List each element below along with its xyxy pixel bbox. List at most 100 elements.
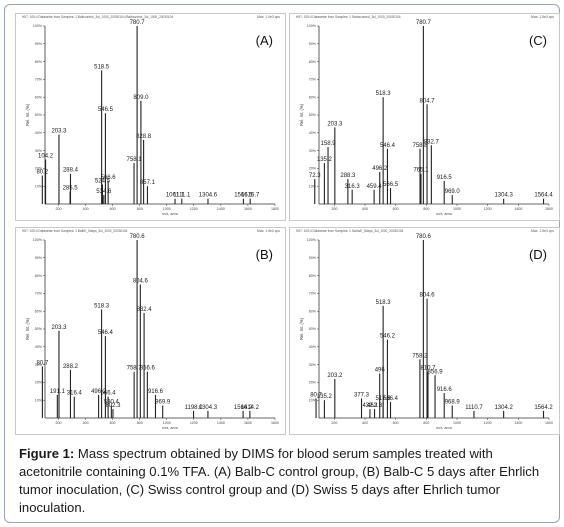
spectrum-plot: 10% 20% 30% 40% 50% 60% 70% 80% 90% 100% 200 400 600… — [299, 20, 553, 216]
panel-scale-label: Max: 1.5e3 cps — [531, 229, 554, 233]
peak-label: 316.3 — [345, 184, 361, 190]
peak-label: 566.4 — [383, 396, 399, 402]
spectrum-plot: 10% 20% 30% 40% 50% 60% 70% 80% 90% 100% 200 400 600… — [299, 234, 553, 430]
y-tick-label: 60% — [35, 95, 43, 99]
peak-label: 546.2 — [380, 334, 396, 340]
panel-header-label: H57: 105:4 Datasetse from Samples: 1 Bal… — [22, 229, 128, 233]
peak-label: 80.7 — [310, 392, 322, 398]
y-axis-label: Rel. Int. (%) — [299, 317, 304, 340]
peak-label: 566.6 — [101, 175, 117, 181]
peak-label: 758.1 — [127, 157, 143, 163]
peak-label: 804.7 — [420, 98, 436, 104]
peak-label: 1616.7 — [241, 193, 260, 199]
x-tick-label: 400 — [362, 421, 368, 425]
peak-label: 288.3 — [340, 173, 356, 179]
peak-label: 285.5 — [63, 186, 79, 192]
peak-label: 765.1 — [413, 168, 429, 174]
panel-a: 10% 20% 30% 40% 50% 60% 70% 80% 90% 100% 200 400 600… — [15, 13, 286, 221]
panel-letter: (C) — [528, 33, 547, 48]
peak-label: 832.7 — [424, 139, 440, 145]
peak-label: 1304.6 — [199, 193, 218, 199]
peak-label: 1304.3 — [199, 405, 218, 411]
y-tick-label: 90% — [309, 256, 317, 260]
peak-label: 1304.2 — [494, 405, 513, 411]
peak-label: 916.5 — [437, 175, 453, 181]
peak-label: 432.3 — [362, 403, 378, 409]
x-tick-label: 1600 — [244, 207, 252, 211]
x-tick-label: 1200 — [190, 421, 198, 425]
y-tick-label: 40% — [35, 131, 43, 135]
x-tick-label: 800 — [137, 421, 143, 425]
peak-label: 1564.2 — [234, 405, 253, 411]
peak-label: 462.3 — [367, 403, 383, 409]
peak-label: 1061.1 — [166, 193, 185, 199]
peak-label: 566.4 — [101, 391, 117, 397]
x-tick-label: 1400 — [217, 207, 225, 211]
peak-label: 496 — [375, 368, 386, 374]
peak-label: 916.6 — [437, 387, 453, 393]
peak-label: 546.4 — [380, 143, 396, 149]
y-tick-label: 100% — [307, 238, 317, 242]
y-tick-label: 80% — [309, 60, 317, 64]
y-tick-label: 50% — [35, 113, 43, 117]
peak-label: 203.3 — [51, 129, 67, 135]
y-axis-label: Rel. Int. (%) — [25, 103, 30, 126]
y-tick-label: 30% — [309, 149, 317, 153]
peak-label: 1111.1 — [173, 193, 191, 199]
x-tick-label: 1600 — [244, 421, 252, 425]
peak-label: 916.6 — [148, 389, 164, 395]
y-tick-label: 90% — [309, 42, 317, 46]
x-axis-label: m/z, amu — [436, 212, 452, 216]
y-tick-label: 20% — [309, 381, 317, 385]
x-tick-label: 1000 — [453, 421, 461, 425]
peak-label: 288.4 — [63, 168, 79, 174]
peak-label: 590.4 — [104, 400, 120, 406]
peak-label: 135.2 — [317, 157, 333, 163]
peak-label: 832.4 — [137, 307, 153, 313]
peak-label: 135.2 — [317, 394, 333, 400]
peak-label: 518.3 — [94, 303, 110, 309]
y-tick-label: 100% — [33, 24, 43, 28]
panel-scale-label: Max: 1.0e3 cps — [257, 15, 280, 19]
x-axis-label: m/z, amu — [436, 426, 452, 430]
x-tick-label: 1200 — [484, 421, 492, 425]
peak-label: 856.9 — [428, 369, 444, 375]
x-tick-label: 400 — [83, 421, 89, 425]
y-tick-label: 90% — [35, 256, 43, 260]
y-tick-label: 60% — [309, 309, 317, 313]
y-tick-label: 40% — [309, 345, 317, 349]
y-tick-label: 20% — [309, 167, 317, 171]
y-tick-label: 100% — [307, 24, 317, 28]
peak-label: 518.3 — [376, 300, 392, 306]
y-axis-label: Rel. Int. (%) — [299, 103, 304, 126]
peak-label: 809.0 — [133, 95, 149, 101]
y-tick-label: 50% — [309, 327, 317, 331]
peak-label: 602.3 — [105, 403, 121, 409]
peak-label: 780.6 — [130, 234, 146, 240]
peak-label: 1614.2 — [241, 405, 260, 411]
x-tick-label: 800 — [423, 421, 429, 425]
peak-label: 104.2 — [38, 154, 54, 160]
x-tick-label: 800 — [137, 207, 143, 211]
x-tick-label: 1800 — [271, 421, 279, 425]
y-tick-label: 10% — [35, 398, 43, 402]
peak-label: 496.2 — [91, 389, 107, 395]
y-axis-label: Rel. Int. (%) — [25, 317, 30, 340]
peak-label: 524.5 — [95, 178, 111, 184]
peak-label: 191.1 — [50, 389, 66, 395]
y-tick-label: 70% — [35, 292, 43, 296]
peak-label: 518.3 — [376, 91, 392, 97]
peak-label: 518.5 — [94, 65, 110, 71]
caption-lead: Figure 1: — [19, 446, 75, 461]
x-tick-label: 200 — [56, 207, 62, 211]
peak-label: 804.6 — [133, 279, 149, 285]
x-tick-label: 600 — [110, 207, 116, 211]
y-tick-label: 20% — [35, 381, 43, 385]
x-tick-label: 1600 — [545, 421, 553, 425]
x-tick-label: 400 — [83, 207, 89, 211]
y-tick-label: 80% — [309, 274, 317, 278]
y-tick-label: 60% — [309, 95, 317, 99]
panel-scale-label: Max: 1.5e3 cps — [257, 229, 280, 233]
peak-label: 969.0 — [445, 189, 461, 195]
x-tick-label: 1200 — [190, 207, 198, 211]
